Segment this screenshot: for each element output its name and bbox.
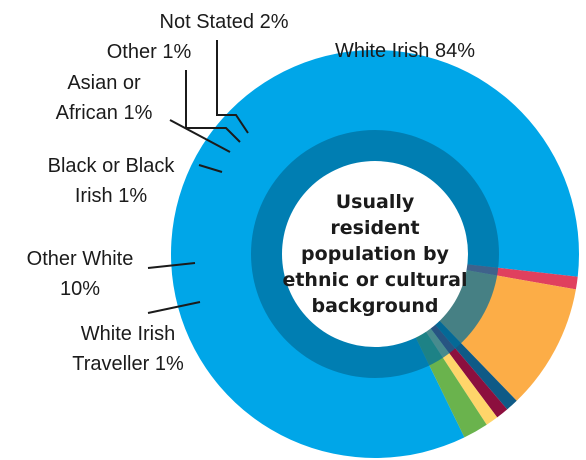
label-traveller: White Irish Traveller 1%: [72, 323, 184, 375]
leader-lines: [147, 40, 249, 314]
leader-asian: [169, 119, 231, 153]
leader-traveller: [147, 301, 201, 314]
slice-labels: White Irish 84% White Irish Traveller 1% Ot…: [27, 11, 476, 375]
leader-other_white: [147, 262, 196, 269]
label-other: Other 1%: [107, 41, 192, 63]
leader-other: [185, 70, 241, 143]
chart-title: Usually resident population by ethnic or cu…: [282, 191, 467, 317]
label-white_irish: White Irish 84%: [335, 40, 475, 62]
label-other_white: Other White 10%: [27, 248, 134, 300]
label-black: Black or Black Irish 1%: [48, 155, 176, 207]
leader-black: [198, 164, 223, 173]
label-asian: Asian or African 1%: [56, 72, 153, 124]
leader-not_stated: [216, 40, 249, 134]
center-hole: [282, 161, 468, 347]
label-not_stated: Not Stated 2%: [160, 11, 289, 33]
